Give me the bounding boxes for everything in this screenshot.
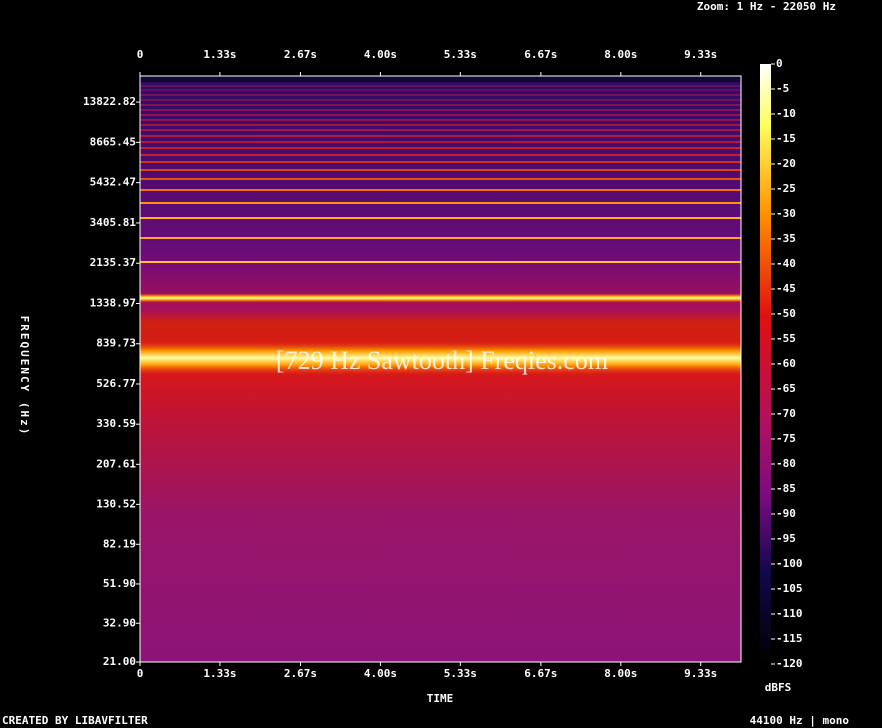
x-axis-label: TIME xyxy=(427,692,454,705)
colorbar-tick-label: -15 xyxy=(776,132,796,145)
y-tick-label: 32.90 xyxy=(103,616,136,629)
plot-frame xyxy=(139,75,742,663)
colorbar-tick-label: -110 xyxy=(776,607,803,620)
colorbar-tick-label: -105 xyxy=(776,582,803,595)
y-tick-label: 51.90 xyxy=(103,577,136,590)
y-tick-label: 3405.81 xyxy=(90,216,137,229)
colorbar-tick-label: -45 xyxy=(776,282,796,295)
colorbar-tick-label: -35 xyxy=(776,232,796,245)
x-tick-label: 8.00s xyxy=(604,48,637,61)
colorbar-tick-label: -65 xyxy=(776,382,796,395)
x-tick-label: 4.00s xyxy=(364,667,397,680)
colorbar-tick-label: -10 xyxy=(776,107,796,120)
footer-left: CREATED BY LIBAVFILTER xyxy=(2,714,148,727)
y-tick-label: 330.59 xyxy=(96,417,136,430)
colorbar-tick-label: -25 xyxy=(776,182,796,195)
y-tick-label: 82.19 xyxy=(103,537,136,550)
watermark: [729 Hz Sawtooth] Freqies.com xyxy=(276,346,608,375)
x-tick-label: 9.33s xyxy=(684,667,717,680)
x-tick-label: 0 xyxy=(137,667,144,680)
colorbar-tick-label: -30 xyxy=(776,207,796,220)
colorbar-tick-label: -95 xyxy=(776,532,796,545)
y-tick-label: 207.61 xyxy=(96,457,136,470)
y-tick-label: 130.52 xyxy=(96,497,136,510)
colorbar-tick-label: -60 xyxy=(776,357,796,370)
x-tick-label: 2.67s xyxy=(284,48,317,61)
x-tick-label: 4.00s xyxy=(364,48,397,61)
colorbar-tick-label: -55 xyxy=(776,332,796,345)
y-tick-label: 5432.47 xyxy=(90,176,136,189)
y-tick-label: 1338.97 xyxy=(90,296,136,309)
x-tick-label: 5.33s xyxy=(444,667,477,680)
y-tick-label: 839.73 xyxy=(96,337,136,350)
colorbar-tick-label: -80 xyxy=(776,457,796,470)
colorbar-tick-label: -5 xyxy=(776,82,789,95)
x-tick-label: 2.67s xyxy=(284,667,317,680)
y-tick-label: 526.77 xyxy=(96,377,136,390)
x-tick-label: 8.00s xyxy=(604,667,637,680)
colorbar-tick-label: -120 xyxy=(776,657,803,670)
colorbar-tick-label: -115 xyxy=(776,632,803,645)
colorbar xyxy=(760,64,771,664)
x-tick-label: 6.67s xyxy=(524,667,557,680)
footer-right: 44100 Hz | mono xyxy=(750,714,850,727)
y-tick-label: 8665.45 xyxy=(90,135,136,148)
y-tick-label: 2135.37 xyxy=(90,256,136,269)
spectrogram-image xyxy=(140,76,741,662)
colorbar-tick-label: -85 xyxy=(776,482,796,495)
colorbar-tick-label: -20 xyxy=(776,157,796,170)
colorbar-tick-label: -100 xyxy=(776,557,803,570)
x-tick-label: 1.33s xyxy=(203,667,236,680)
zoom-label: Zoom: 1 Hz - 22050 Hz xyxy=(697,0,836,13)
colorbar-tick-label: -50 xyxy=(776,307,796,320)
y-axis-label: FREQUENCY (Hz) xyxy=(18,316,31,437)
x-tick-label: 5.33s xyxy=(444,48,477,61)
colorbar-tick-label: -90 xyxy=(776,507,796,520)
x-tick-label: 0 xyxy=(137,48,144,61)
colorbar-tick-label: -75 xyxy=(776,432,796,445)
x-tick-label: 6.67s xyxy=(524,48,557,61)
colorbar-tick-label: -40 xyxy=(776,257,796,270)
y-tick-label: 13822.82 xyxy=(83,95,136,108)
colorbar-tick-label: -70 xyxy=(776,407,796,420)
y-tick-label: 21.00 xyxy=(103,655,136,668)
x-tick-label: 1.33s xyxy=(203,48,236,61)
colorbar-tick-label: 0 xyxy=(776,57,783,70)
colorbar-label: dBFS xyxy=(765,681,792,694)
x-tick-label: 9.33s xyxy=(684,48,717,61)
